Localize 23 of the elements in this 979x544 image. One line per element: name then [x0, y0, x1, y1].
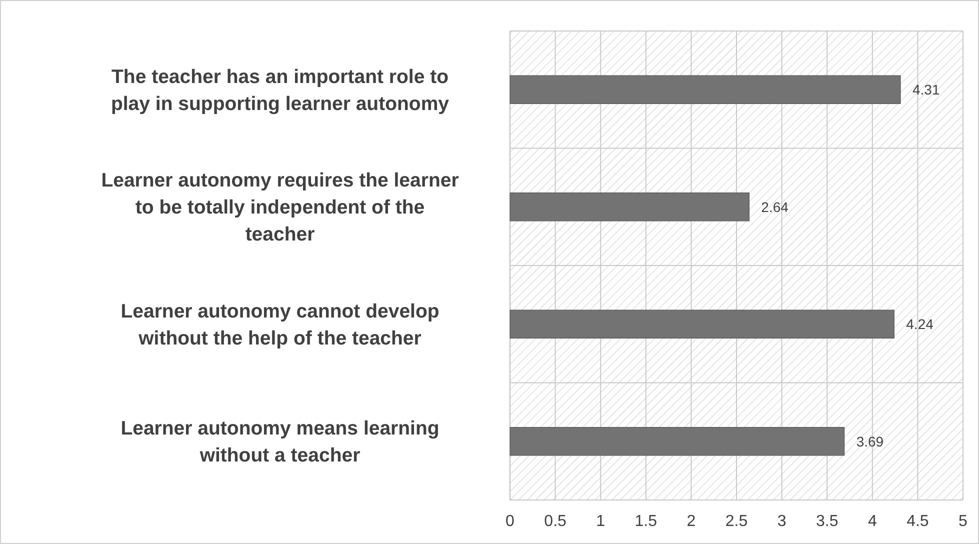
y-tick-label: Learner autonomy means learning without a teacher [120, 418, 440, 467]
x-tick-label: 2.5 [725, 513, 748, 530]
x-tick-label: 1 [596, 513, 606, 530]
bar [510, 310, 894, 338]
data-label: 4.31 [912, 82, 940, 98]
data-label: 3.69 [856, 433, 884, 450]
x-tick-label: 0 [506, 513, 515, 530]
x-tick-label: 1.5 [634, 513, 658, 530]
data-label: 4.24 [906, 316, 934, 332]
x-tick-label: 4 [868, 513, 877, 530]
x-tick-label: 3 [777, 513, 786, 530]
x-tick-label: 0.5 [544, 513, 567, 530]
x-tick-label: 5 [958, 513, 968, 530]
y-tick-label: Learner autonomy requires the learner to be totally independent of the teacher [101, 170, 460, 246]
bar [510, 427, 845, 456]
x-tick-label: 4.5 [906, 513, 929, 530]
y-tick-label: Learner autonomy cannot develop without the help of the teacher [120, 300, 440, 350]
y-tick-label: The teacher has an important role to play in supporting learner autonomy [110, 66, 450, 115]
bar [510, 192, 750, 222]
bar [510, 75, 901, 104]
x-tick-label: 2 [686, 513, 696, 530]
x-tick-label: 3.5 [816, 513, 838, 530]
data-label: 2.64 [761, 198, 789, 215]
